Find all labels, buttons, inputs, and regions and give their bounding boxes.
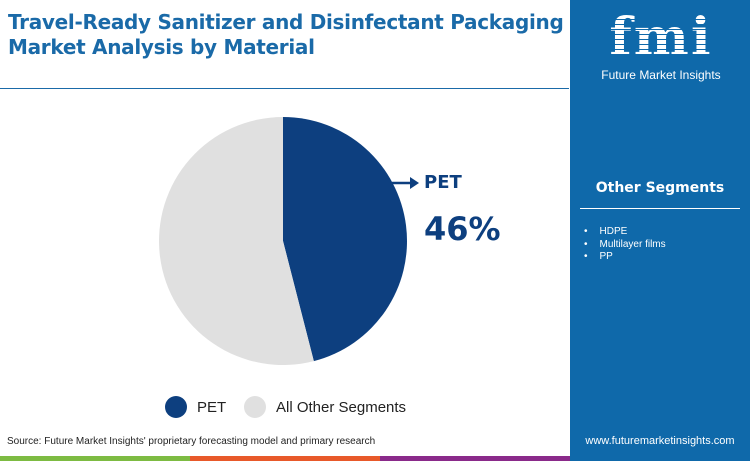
legend-swatch	[244, 396, 266, 418]
other-segments-divider	[580, 208, 740, 209]
side-panel: fmi Future Market Insights Other Segment…	[570, 0, 750, 461]
stripe-green	[0, 456, 190, 461]
callout-value: 46%	[424, 210, 501, 248]
stripe-purple	[380, 456, 570, 461]
other-segments-list: HDPE Multilayer films PP	[584, 226, 666, 264]
arrow-icon	[392, 177, 419, 189]
legend-label: PET	[197, 398, 227, 416]
website-link[interactable]: www.futuremarketinsights.com	[585, 435, 735, 447]
list-item: Multilayer films	[584, 239, 666, 252]
title-divider	[0, 88, 569, 89]
callout-label: PET	[424, 172, 462, 193]
legend-item-pet: PET	[165, 396, 226, 418]
fmi-logo: fmi Future Market Insights	[596, 10, 726, 83]
logo-name: Future Market Insights	[601, 68, 721, 82]
pie-chart	[158, 117, 419, 365]
source-note: Source: Future Market Insights' propriet…	[7, 436, 376, 447]
logo-mark: fmi	[596, 10, 726, 66]
page-title: Travel-Ready Sanitizer and Disinfectant …	[8, 10, 564, 59]
other-segments-title: Other Segments	[595, 180, 725, 196]
list-item: HDPE	[584, 226, 666, 239]
legend-item-other: All Other Segments	[244, 396, 406, 418]
list-item: PP	[584, 251, 666, 264]
stripe-orange	[190, 456, 380, 461]
pie-slice-pet	[283, 117, 407, 362]
pie-slice-all-other-segments	[158, 117, 314, 365]
legend-swatch	[165, 396, 187, 418]
legend-label: All Other Segments	[276, 398, 407, 416]
